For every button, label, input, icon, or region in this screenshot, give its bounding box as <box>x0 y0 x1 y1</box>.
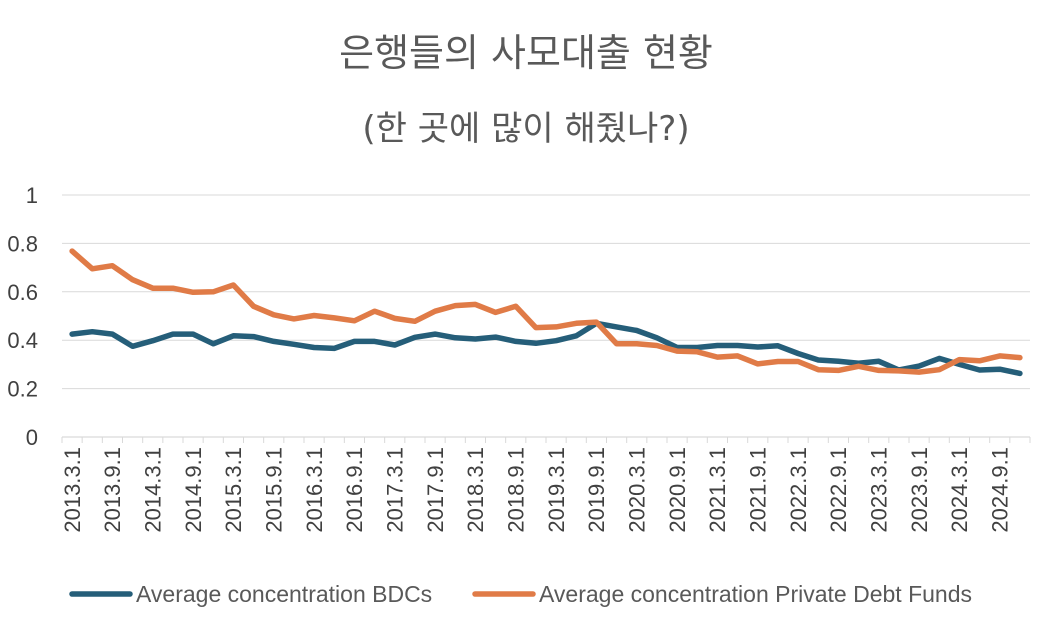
x-tick-label: 2014.9.1 <box>181 447 206 533</box>
x-tick-label: 2023.3.1 <box>866 447 891 533</box>
x-tick-label: 2024.9.1 <box>987 447 1012 533</box>
y-tick-label: 0.6 <box>7 280 38 305</box>
legend-label: Average concentration Private Debt Funds <box>539 581 972 607</box>
x-tick-label: 2018.9.1 <box>503 447 528 533</box>
x-tick-label: 2024.3.1 <box>947 447 972 533</box>
x-tick-label: 2014.3.1 <box>140 447 165 533</box>
series-line-2 <box>69 248 1023 375</box>
y-tick-label: 0.2 <box>7 377 38 402</box>
y-tick-label: 1 <box>26 183 38 208</box>
x-tick-label: 2016.3.1 <box>302 447 327 533</box>
x-tick-label: 2020.3.1 <box>624 447 649 533</box>
x-tick-label: 2017.3.1 <box>382 447 407 533</box>
y-tick-label: 0 <box>26 425 38 450</box>
x-tick-label: 2018.3.1 <box>463 447 488 533</box>
y-tick-label: 0.8 <box>7 231 38 256</box>
x-tick-label: 2017.9.1 <box>423 447 448 533</box>
y-tick-label: 0.4 <box>7 328 38 353</box>
x-tick-label: 2023.9.1 <box>907 447 932 533</box>
x-tick-label: 2016.9.1 <box>342 447 367 533</box>
legend-label: Average concentration BDCs <box>136 581 432 607</box>
x-tick-label: 2019.9.1 <box>584 447 609 533</box>
series-lines <box>69 248 1023 377</box>
x-axis: 2013.3.1 2013.9.1 2014.3.1 2014.9.1 2015.3.1… <box>60 436 1031 533</box>
chart-title: 은행들의 사모대출 현황 <box>339 31 713 75</box>
x-tick-label: 2022.9.1 <box>826 447 851 533</box>
x-tick-label: 2015.3.1 <box>221 447 246 533</box>
chart-subtitle: (한 곳에 많이 해줬나?) <box>362 109 689 149</box>
legend: Average concentration BDCs Average concen… <box>69 581 972 607</box>
x-tick-label: 2019.3.1 <box>544 447 569 533</box>
x-tick-label: 2015.9.1 <box>261 447 286 533</box>
y-axis-ticks: 0 0.2 0.4 0.6 0.8 1 <box>7 183 38 450</box>
series-line-1 <box>69 320 1023 377</box>
x-tick-label: 2020.9.1 <box>665 447 690 533</box>
x-tick-label: 2021.9.1 <box>745 447 770 533</box>
x-tick-label: 2022.3.1 <box>786 447 811 533</box>
x-tick-label: 2021.3.1 <box>705 447 730 533</box>
x-tick-label: 2013.9.1 <box>100 447 125 533</box>
x-tick-label: 2013.3.1 <box>60 447 85 533</box>
